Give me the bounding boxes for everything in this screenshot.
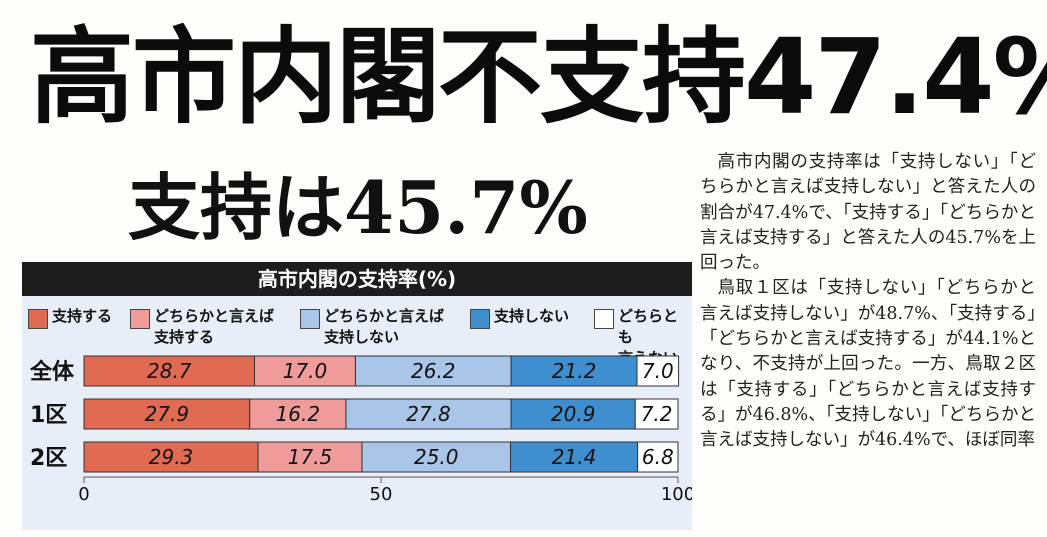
approval-chart: 高市内閣の支持率(%) 支持する どちらかと言えば 支持する どちらかと言えば … [22,262,692,530]
legend-item-lean-support: どちらかと言えば 支持する [130,306,274,348]
bar-segment [361,441,511,473]
bar-segment [345,398,512,430]
legend-swatch-lean-not-support [300,309,320,329]
x-tick-label: 0 [78,484,89,505]
bar-segment [637,441,679,473]
chart-title: 高市内閣の支持率(%) [22,262,692,296]
data-label: 20.9 [551,402,596,426]
legend-swatch-neither [594,309,614,329]
row-label: 全体 [29,359,75,385]
bar-segment [354,355,512,387]
legend-label-lean-support: どちらかと言えば 支持する [154,307,275,346]
legend-swatch-support [28,309,48,329]
article-paragraph: 鳥取１区は「支持しない」「どちらかと言えば支持しない」が48.7%、「支持する」… [700,278,1036,451]
data-label: 25.0 [414,445,459,469]
bar-segment [83,355,255,387]
data-label: 27.8 [406,402,451,426]
bar-segment [83,398,251,430]
data-label: 21.2 [552,359,597,383]
article-body: 高市内閣の支持率は「支持しない」「どちらかと言えば支持しない」と答えた人の割合が… [700,150,1036,454]
data-label: 21.4 [552,445,597,469]
legend-swatch-not-support [470,309,490,329]
headline: 高市内閣不支持47.4% [30,16,1047,138]
data-label: 29.3 [149,445,194,469]
bar-segment [636,355,680,387]
row-label: 2区 [30,446,67,471]
data-label: 17.0 [283,359,328,383]
bar-segment [249,398,347,430]
legend-label-not-support: 支持しない [494,307,570,325]
legend-item-support: 支持する [28,306,112,329]
data-label: 27.9 [145,402,190,426]
legend-label-lean-not-support: どちらかと言えば 支持しない [324,307,445,346]
bar-segment [257,441,363,473]
bar-segment [510,398,636,430]
x-tick-label: 50 [370,484,393,505]
stacked-bar-plot: 全体 28.7 17.0 26.2 21.2 7.0 1区 27.9 16.2 27.8 20.9 7… [29,355,692,505]
subheadline: 支持は45.7% [128,165,588,250]
legend-item-lean-not-support: どちらかと言えば 支持しない [300,306,444,348]
legend-label-support: 支持する [52,307,113,325]
legend-item-neither: どちらとも 言えない [594,306,692,369]
bar-segment [634,398,679,430]
data-label: 28.7 [147,359,192,383]
bar-segment [253,355,356,387]
data-label: 26.2 [411,359,456,383]
data-label: 6.8 [642,445,674,469]
legend-item-not-support: 支持しない [470,306,569,329]
bar-segment [83,441,259,473]
data-label: 7.2 [641,402,673,426]
legend-swatch-lean-support [130,309,150,329]
data-label: 17.5 [288,445,333,469]
bar-segment [509,441,639,473]
data-label: 16.2 [276,402,321,426]
x-tick-label: 100 [661,484,692,505]
bar-segment [510,355,638,387]
article-paragraph: 高市内閣の支持率は「支持しない」「どちらかと言えば支持しない」と答えた人の割合が… [700,152,1036,274]
row-label: 1区 [30,403,67,428]
data-label: 7.0 [642,359,674,383]
